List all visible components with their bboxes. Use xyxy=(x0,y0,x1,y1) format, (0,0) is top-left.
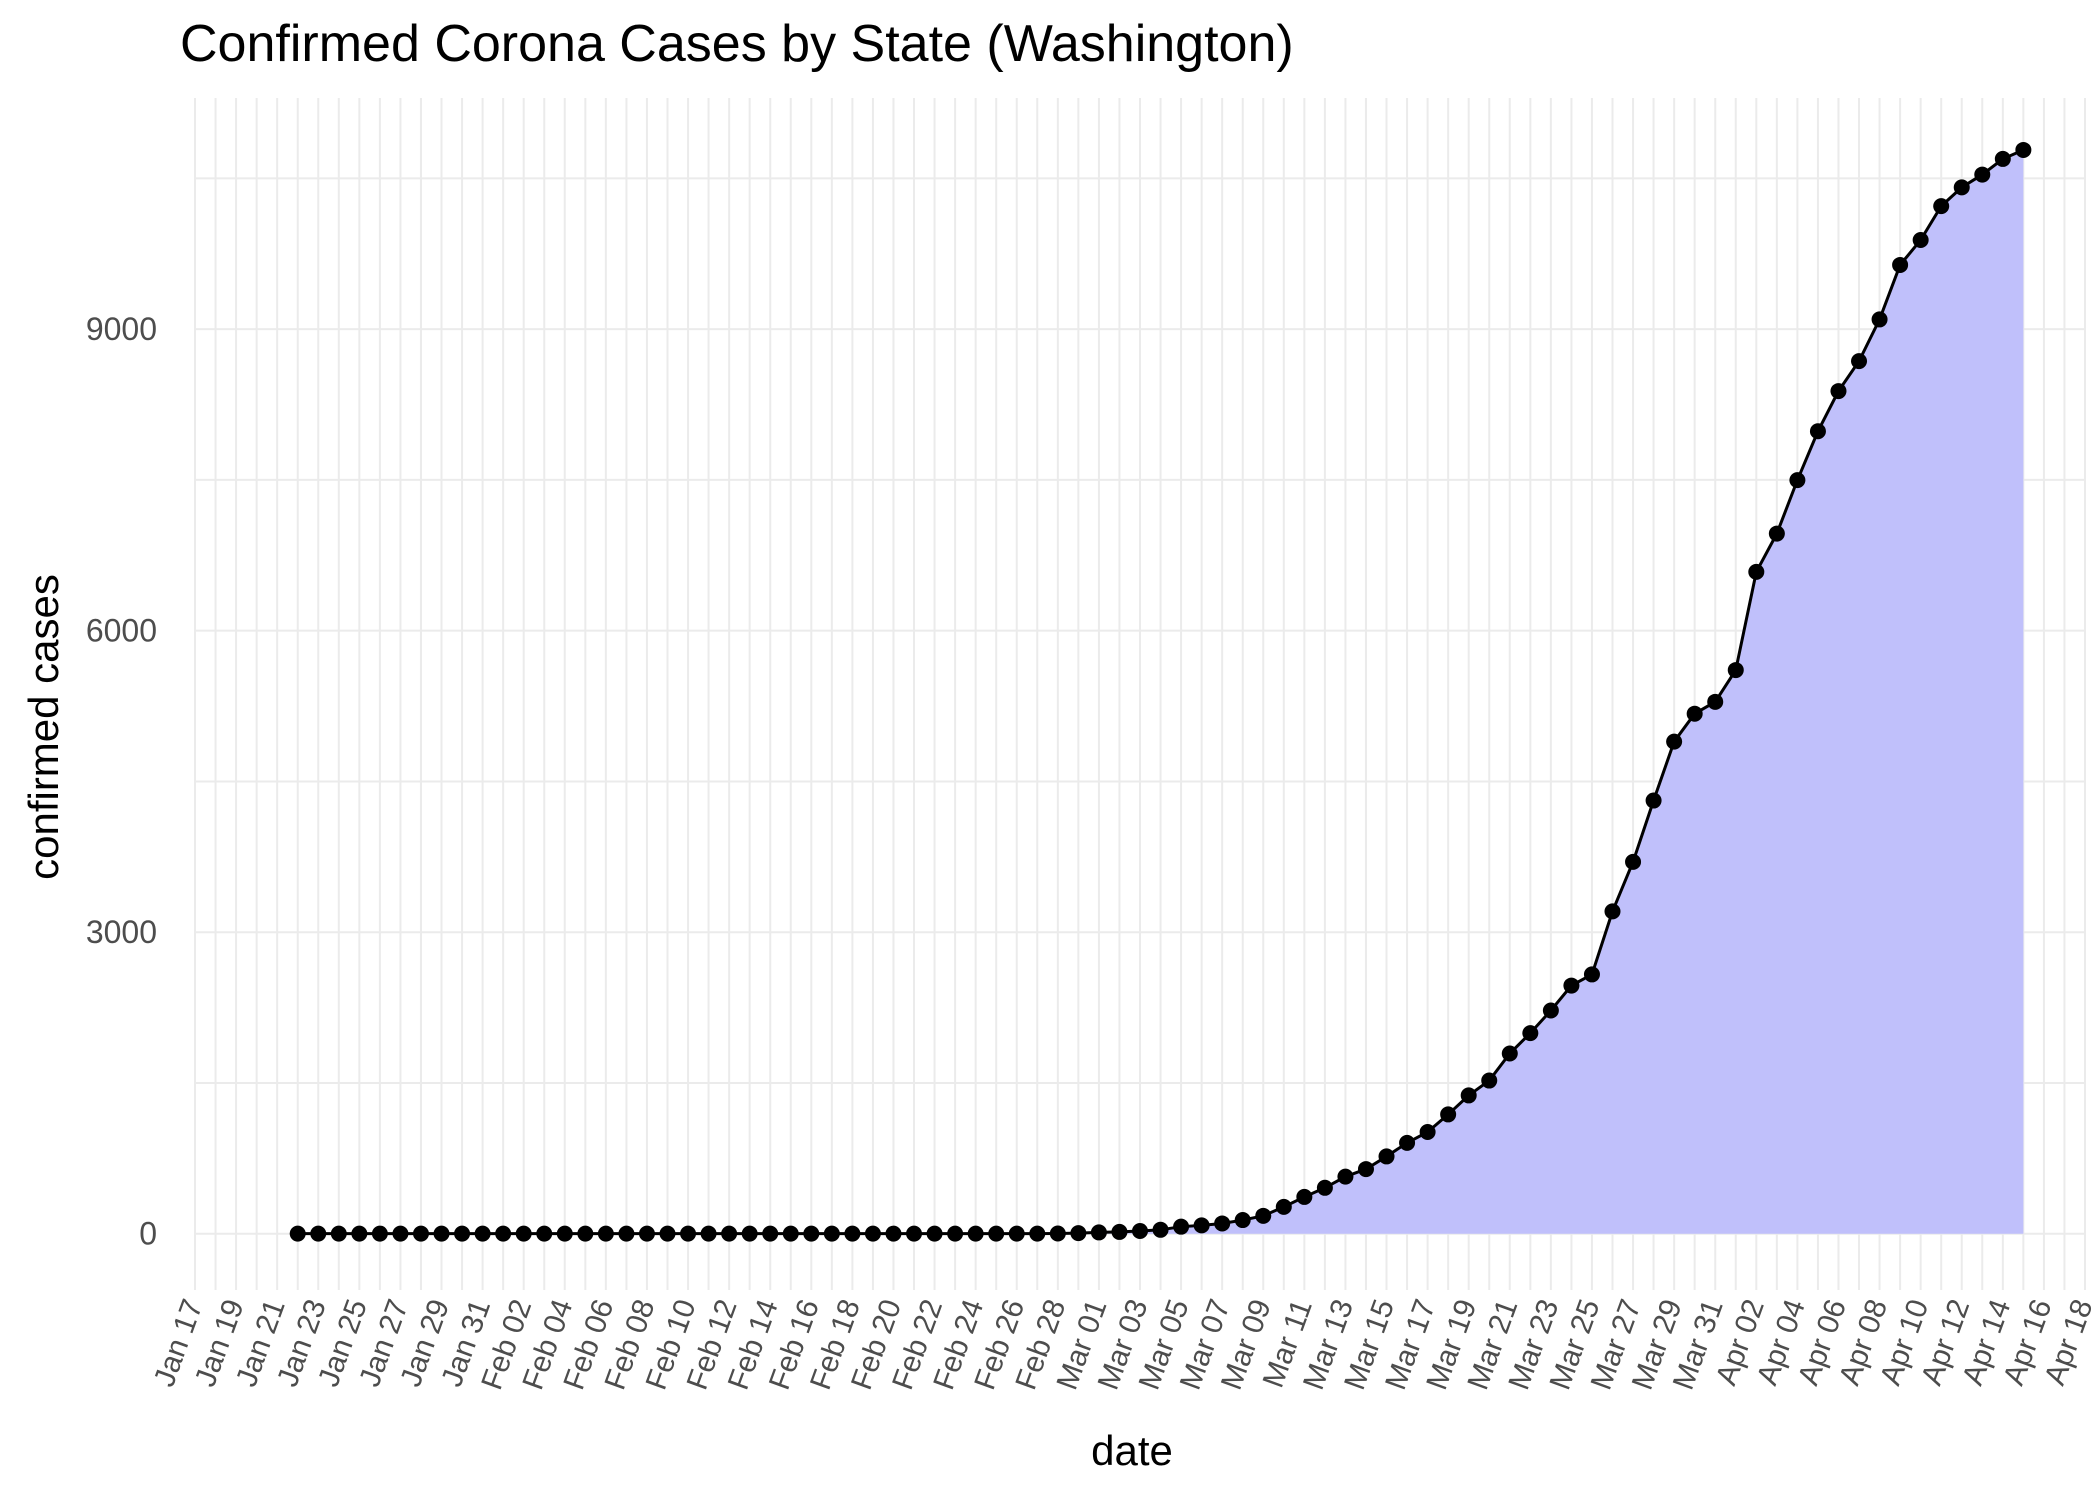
data-point xyxy=(1686,705,1703,722)
data-point xyxy=(1501,1045,1518,1062)
y-tick-label: 9000 xyxy=(86,311,157,347)
data-point xyxy=(1152,1221,1169,1238)
data-point xyxy=(392,1225,409,1242)
data-point xyxy=(782,1225,799,1242)
data-point xyxy=(330,1225,347,1242)
data-point xyxy=(1378,1148,1395,1165)
data-point xyxy=(474,1225,491,1242)
data-point xyxy=(906,1225,923,1242)
data-point xyxy=(1337,1168,1354,1185)
data-point xyxy=(1132,1223,1148,1240)
data-point xyxy=(1789,472,1806,489)
data-point xyxy=(1892,256,1909,273)
data-point xyxy=(1666,733,1683,750)
data-point xyxy=(618,1225,635,1242)
data-point xyxy=(1316,1179,1333,1196)
data-point xyxy=(1419,1124,1436,1141)
data-point xyxy=(577,1225,594,1242)
data-point xyxy=(289,1225,306,1242)
data-point xyxy=(1234,1212,1251,1229)
data-point xyxy=(1008,1225,1025,1242)
data-point xyxy=(1645,792,1662,809)
data-point xyxy=(1193,1217,1210,1234)
data-point xyxy=(433,1225,450,1242)
data-point xyxy=(1604,903,1621,920)
gridlines xyxy=(194,98,2086,1290)
data-point xyxy=(495,1225,512,1242)
data-point xyxy=(1399,1134,1416,1151)
data-point xyxy=(1357,1161,1374,1178)
data-point xyxy=(659,1225,676,1242)
y-axis-ticks: 0 3000 6000 9000 xyxy=(86,311,157,1252)
data-point xyxy=(412,1225,429,1242)
data-point xyxy=(1563,977,1580,994)
data-point xyxy=(515,1225,532,1242)
y-tick-label: 3000 xyxy=(86,914,157,950)
data-point xyxy=(1748,563,1765,580)
data-point xyxy=(1768,525,1785,542)
data-point xyxy=(597,1225,614,1242)
data-point xyxy=(947,1225,964,1242)
data-point xyxy=(1173,1218,1190,1235)
data-point xyxy=(1727,662,1744,679)
data-point xyxy=(1851,353,1868,370)
data-point xyxy=(1460,1087,1477,1104)
data-point xyxy=(1830,383,1847,400)
chart-title: Confirmed Corona Cases by State (Washing… xyxy=(180,15,1294,73)
data-point xyxy=(1583,966,1600,983)
data-points xyxy=(289,141,2032,1242)
data-point xyxy=(967,1225,984,1242)
data-point xyxy=(638,1225,655,1242)
data-point xyxy=(2015,141,2032,158)
data-point xyxy=(885,1225,902,1242)
data-point xyxy=(1809,423,1826,440)
x-axis-title: date xyxy=(1091,1427,1173,1474)
data-point xyxy=(864,1225,881,1242)
data-point xyxy=(1953,179,1970,196)
area-fill xyxy=(297,149,2024,1234)
data-point xyxy=(844,1225,861,1242)
data-point xyxy=(1933,198,1950,215)
data-point xyxy=(1111,1223,1128,1240)
data-point xyxy=(700,1225,717,1242)
data-point xyxy=(1090,1224,1107,1241)
data-point xyxy=(351,1225,368,1242)
data-point xyxy=(1625,853,1642,870)
y-tick-label: 6000 xyxy=(86,613,157,649)
data-point xyxy=(1440,1106,1457,1123)
data-point xyxy=(803,1225,820,1242)
data-point xyxy=(1481,1072,1498,1089)
data-point xyxy=(1296,1188,1313,1205)
data-point xyxy=(1070,1225,1087,1242)
data-point xyxy=(762,1225,779,1242)
data-point xyxy=(721,1225,738,1242)
data-point xyxy=(1871,311,1888,328)
y-axis-title: confirmed cases xyxy=(20,574,67,880)
data-point xyxy=(926,1225,943,1242)
data-point xyxy=(1275,1198,1292,1215)
data-point xyxy=(680,1225,697,1242)
data-point xyxy=(556,1225,573,1242)
data-point xyxy=(988,1225,1005,1242)
data-point xyxy=(741,1225,758,1242)
data-point xyxy=(371,1225,388,1242)
data-point xyxy=(823,1225,840,1242)
data-point xyxy=(1974,166,1991,183)
data-point xyxy=(1214,1215,1231,1232)
data-point xyxy=(1522,1025,1539,1042)
data-point xyxy=(1029,1225,1046,1242)
data-point xyxy=(536,1225,553,1242)
data-point xyxy=(1912,232,1929,249)
data-point xyxy=(1707,693,1724,710)
data-point xyxy=(454,1225,471,1242)
y-tick-label: 0 xyxy=(139,1216,157,1252)
data-point xyxy=(1994,150,2011,167)
data-point xyxy=(1049,1225,1066,1242)
data-point xyxy=(1255,1207,1272,1224)
data-point xyxy=(1542,1002,1559,1019)
data-point xyxy=(310,1225,327,1242)
